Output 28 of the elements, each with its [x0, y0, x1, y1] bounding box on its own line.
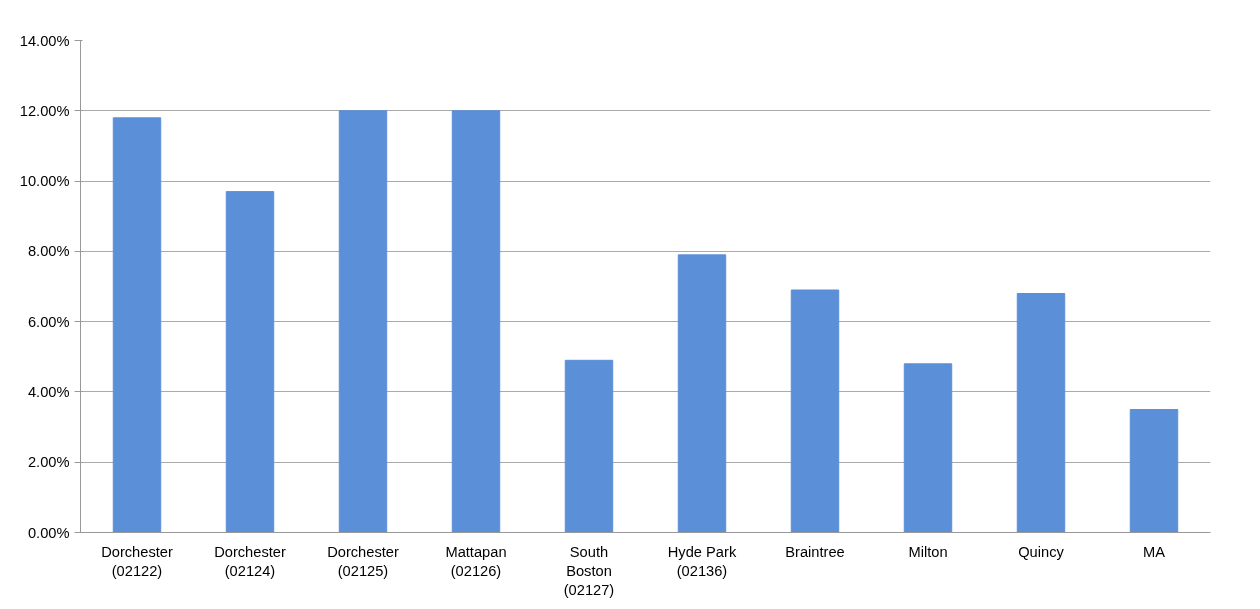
bar: [790, 289, 840, 533]
x-tick-label: Quincy: [1018, 543, 1065, 560]
x-tick-label: Braintree: [785, 543, 845, 560]
x-tick-label: Mattapan (02126): [445, 543, 507, 579]
bar: [451, 110, 501, 533]
x-tick-label: South Boston (02127): [563, 543, 615, 598]
x-tick-label: Hyde Park (02136): [667, 543, 737, 579]
y-tick-label: 2.00%: [27, 454, 70, 471]
x-tick-label: MA: [1143, 543, 1166, 560]
bar: [564, 359, 614, 533]
y-tick-label: 4.00%: [27, 383, 70, 400]
y-tick-label: 10.00%: [19, 173, 70, 190]
bar: [677, 254, 727, 533]
y-tick-label: 14.00%: [19, 32, 70, 49]
x-tick-label: Dorchester (02124): [214, 543, 286, 579]
x-tick-label: Dorchester (02122): [101, 543, 173, 579]
y-tick-label: 0.00%: [27, 524, 70, 541]
x-tick-label: Milton: [908, 543, 948, 560]
bar: [225, 191, 275, 533]
bar: [903, 363, 953, 533]
bar: [338, 110, 388, 533]
y-tick-label: 8.00%: [27, 243, 70, 260]
bar: [112, 117, 162, 533]
x-tick-label: Dorchester (02125): [327, 543, 399, 579]
y-tick-label: 6.00%: [27, 313, 70, 330]
bar: [1129, 409, 1179, 533]
y-tick-label: 12.00%: [19, 102, 70, 119]
bar: [1016, 293, 1066, 533]
